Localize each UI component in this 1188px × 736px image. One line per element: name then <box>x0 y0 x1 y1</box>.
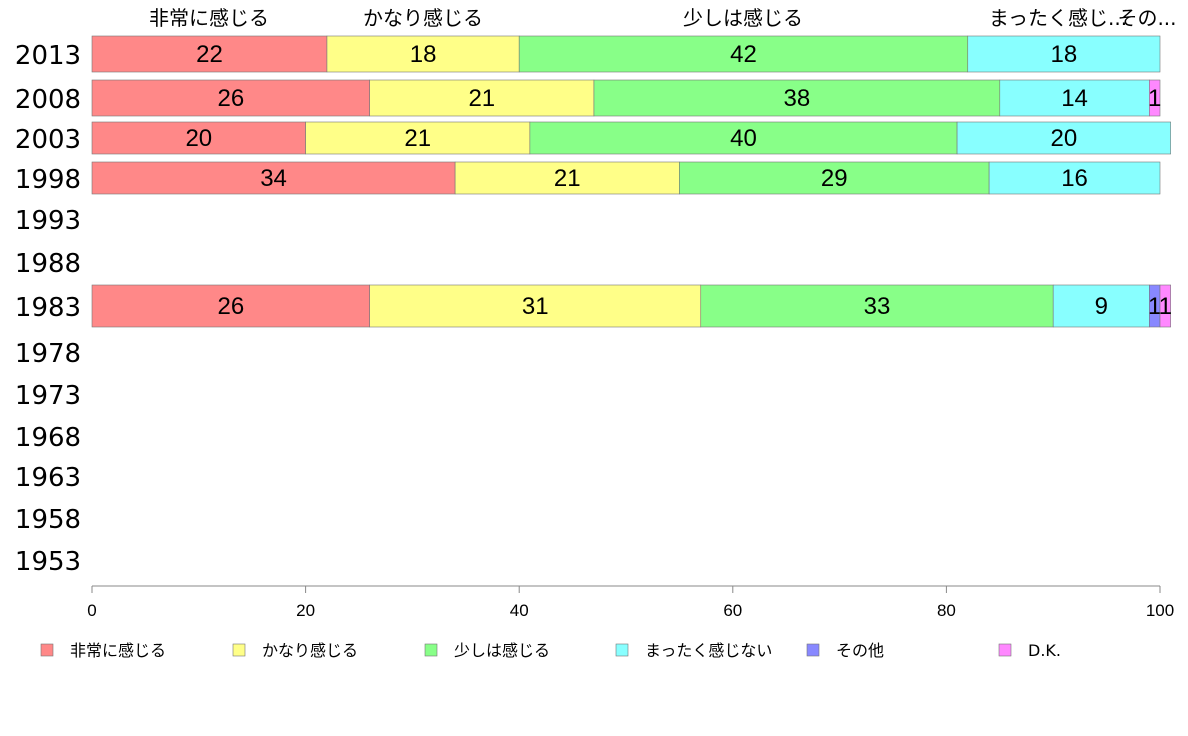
bar-2008-3 <box>999 79 1150 117</box>
bar-value-label: 33 <box>864 293 891 320</box>
bar-value-label: 29 <box>821 165 848 192</box>
bar-value-label: 34 <box>260 165 287 192</box>
bar-value-label: 14 <box>1061 85 1088 112</box>
legend-label: 非常に感じる <box>70 641 166 660</box>
bar-2008-1 <box>369 79 595 117</box>
year-label-1973: 1973 <box>15 381 81 411</box>
year-label-1993: 1993 <box>15 206 81 236</box>
bar-2003-3 <box>956 121 1171 155</box>
bar-2008-5 <box>1149 79 1161 117</box>
x-tick-label: 80 <box>937 601 956 620</box>
x-tick-label: 100 <box>1146 601 1174 620</box>
year-label-1978: 1978 <box>15 339 81 369</box>
year-label-2003: 2003 <box>15 125 81 155</box>
bar-value-label: 40 <box>730 125 757 152</box>
bar-value-label: 26 <box>217 293 244 320</box>
bar-1998-3 <box>988 161 1161 195</box>
bar-value-label: 22 <box>196 41 223 68</box>
bar-1998-0 <box>91 161 456 195</box>
column-header-label: その... <box>1117 6 1176 30</box>
legend-swatch <box>424 643 438 657</box>
column-header-label: かなり感じる <box>363 6 483 30</box>
bar-value-label: 16 <box>1061 165 1088 192</box>
legend-swatch <box>806 643 820 657</box>
bar-value-label: 20 <box>1051 125 1078 152</box>
bar-2003-1 <box>305 121 531 155</box>
legend-label: D.K. <box>1028 641 1061 660</box>
bar-value-label: 1 <box>1148 85 1161 112</box>
bar-2003-0 <box>91 121 306 155</box>
year-label-1968: 1968 <box>15 423 81 453</box>
legend-swatch <box>232 643 246 657</box>
bar-value-label: 42 <box>730 41 757 68</box>
bar-value-label: 31 <box>522 293 549 320</box>
bar-2013-2 <box>518 35 969 73</box>
column-header-label: まったく感じ... <box>989 6 1127 30</box>
bar-value-label: 20 <box>185 125 212 152</box>
bar-2008-0 <box>91 79 370 117</box>
bar-1998-1 <box>454 161 680 195</box>
bar-value-label: 21 <box>554 165 581 192</box>
year-label-1953: 1953 <box>15 547 81 577</box>
bar-value-label: 21 <box>404 125 431 152</box>
bar-2003-2 <box>529 121 958 155</box>
bar-value-label: 18 <box>410 41 437 68</box>
bar-1983-5 <box>1159 284 1171 328</box>
legend-swatch <box>40 643 54 657</box>
year-label-1988: 1988 <box>15 249 81 279</box>
year-label-2013: 2013 <box>15 41 81 71</box>
bar-1983-2 <box>700 284 1054 328</box>
bar-value-label: 1 <box>1159 293 1172 320</box>
year-label-1998: 1998 <box>15 165 81 195</box>
x-axis: 0 20 40 60 80 100 <box>87 585 1174 620</box>
bar-value-label: 1 <box>1148 293 1161 320</box>
column-header-labels: 非常に感じる かなり感じる 少しは感じる まったく感じ...その... <box>149 6 1177 30</box>
year-label-1963: 1963 <box>15 463 81 493</box>
x-tick-label: 0 <box>87 601 96 620</box>
bar-1998-2 <box>679 161 990 195</box>
legend-label: その他 <box>836 641 884 660</box>
bar-value-label: 18 <box>1051 41 1078 68</box>
bars-group: 22 18 42 18 26 21 38 14 1 20 21 40 20 34 21 29 16 26 31 33 9… <box>91 35 1172 328</box>
legend-label: かなり感じる <box>262 641 358 660</box>
x-tick-label: 60 <box>723 601 742 620</box>
x-tick-label: 20 <box>296 601 315 620</box>
bar-2008-2 <box>593 79 1001 117</box>
bar-value-label: 9 <box>1095 293 1108 320</box>
legend: 非常に感じる かなり感じる 少しは感じる まったく感じない その他 D.K. <box>40 641 1061 660</box>
year-label-1983: 1983 <box>15 293 81 323</box>
bar-2013-1 <box>326 35 520 73</box>
column-header-label: 少しは感じる <box>683 6 803 30</box>
year-axis-labels: 2013 2008 2003 1998 1993 1988 1983 1978 1973 1968… <box>15 41 81 577</box>
bar-1983-1 <box>369 284 702 328</box>
year-label-2008: 2008 <box>15 85 81 115</box>
legend-swatch <box>998 643 1012 657</box>
x-tick-label: 40 <box>510 601 529 620</box>
bar-value-label: 21 <box>468 85 495 112</box>
legend-label: 少しは感じる <box>454 641 550 660</box>
bar-value-label: 26 <box>217 85 244 112</box>
bar-2013-0 <box>91 35 328 73</box>
legend-label: まったく感じない <box>645 641 772 660</box>
column-header-label: 非常に感じる <box>149 6 269 30</box>
year-label-1958: 1958 <box>15 505 81 535</box>
bar-value-label: 38 <box>784 85 811 112</box>
legend-swatch <box>615 643 629 657</box>
bar-2013-3 <box>967 35 1161 73</box>
